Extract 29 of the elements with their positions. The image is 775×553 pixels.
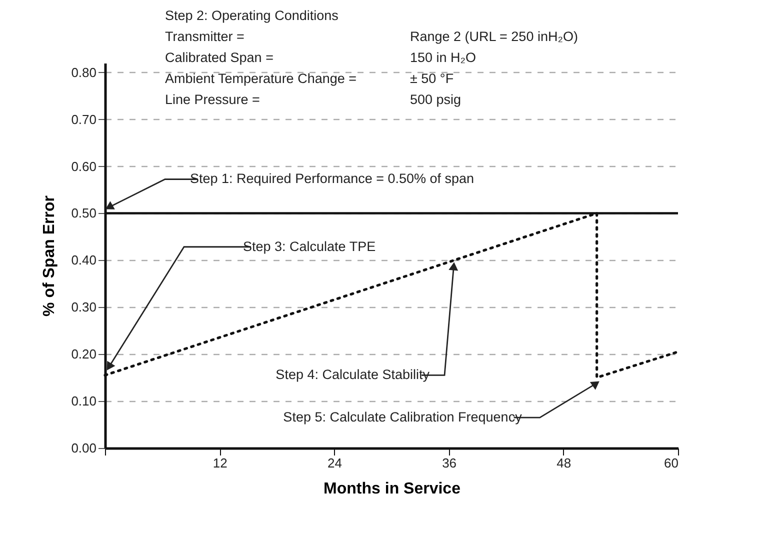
y-tick-label: 0.40 — [71, 252, 96, 268]
annotation: Step 1: Required Performance = 0.50% of span — [190, 171, 474, 186]
annotation: Step 3: Calculate TPE — [243, 238, 376, 254]
x-tick-label: 36 — [442, 456, 457, 470]
x-axis-title: Months in Service — [324, 480, 461, 498]
x-tick-label: 48 — [556, 456, 572, 470]
annotation: Step 4: Calculate Stability — [276, 367, 430, 382]
x-tick-label: 12 — [212, 456, 228, 470]
annotation: 500 psig — [410, 92, 462, 107]
x-tick-label: 60 — [664, 456, 678, 470]
y-tick-label: 0.00 — [71, 440, 96, 456]
text: Step 2: Operating Conditions — [165, 8, 339, 23]
text: Range 2 (URL = 250 inH₂O) — [410, 29, 578, 44]
annotation: ± 50 °F — [410, 71, 454, 86]
y-tick-label: 0.30 — [71, 300, 96, 315]
y-axis-title: % of Span Error — [41, 196, 58, 316]
annotation: Ambient Temperature Change = — [165, 71, 357, 86]
annotation: Calibrated Span = — [165, 50, 274, 65]
text: Transmitter = — [165, 29, 245, 44]
y-tick-label: 0.20 — [71, 346, 96, 362]
x-tick-label: 24 — [327, 456, 342, 470]
annotation: 150 in H₂O — [410, 50, 476, 65]
y-tick-label: 0.80 — [71, 64, 96, 80]
annotation: Step 5: Calculate Calibration Frequency — [283, 410, 522, 425]
annotation: Line Pressure = — [165, 92, 260, 107]
y-tick-label: 0.50 — [71, 206, 96, 221]
y-tick-label: 0.60 — [71, 158, 96, 174]
y-tick-label: 0.70 — [71, 112, 96, 127]
y-tick-label: 0.10 — [71, 394, 96, 409]
